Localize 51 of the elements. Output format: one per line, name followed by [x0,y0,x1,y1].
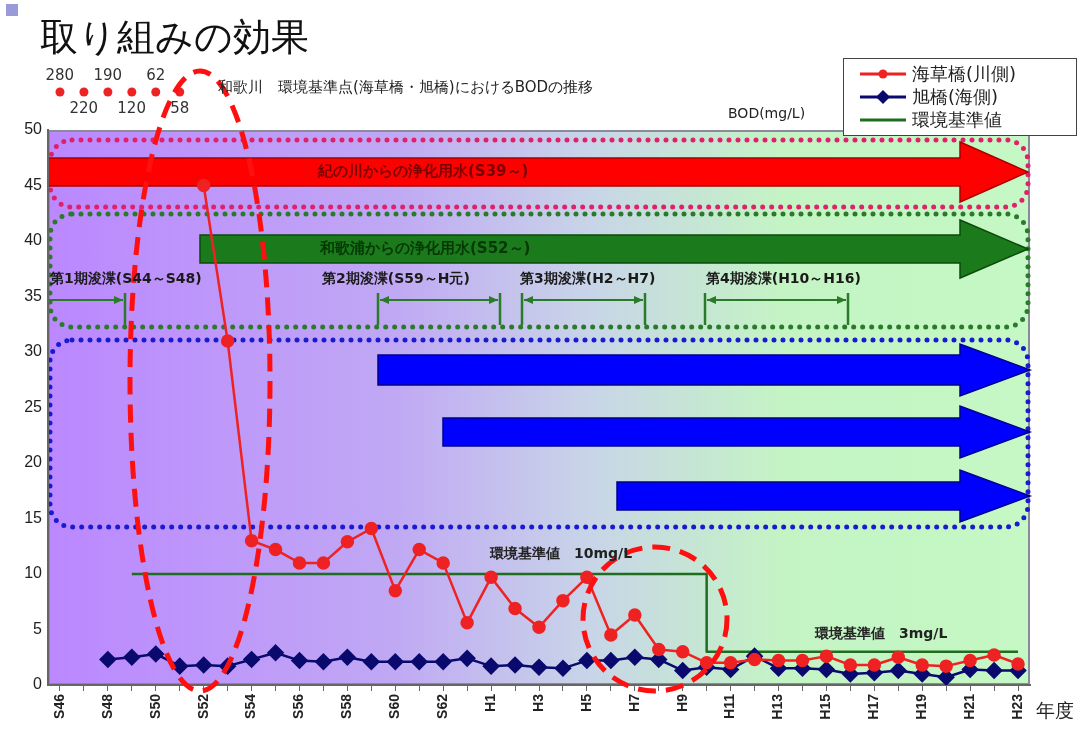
y-tick-label: 25 [24,397,43,415]
x-tick-label: H23 [1008,693,1025,720]
y-tick-label: 10 [24,564,43,582]
x-tick-label: S46 [50,693,67,719]
text: 120 [117,99,146,117]
x-tick-label: S50 [146,693,163,719]
x-tick-label: H21 [960,693,977,720]
x-tick-label: S56 [290,693,307,719]
x-tick-label: S62 [434,693,451,719]
x-tick-label: S48 [98,693,115,719]
x-tick-label: H15 [817,693,834,720]
y-tick-label: 5 [33,619,43,637]
annotation: 環境基準値 10mg/L [490,545,633,562]
x-tick-label: H7 [625,693,642,712]
text: 190 [93,66,123,84]
x-tick-label: S60 [386,693,403,719]
text: 58 [170,99,190,117]
annotation: 第4期浚渫(H10～H16) [706,270,861,286]
y-tick-label: 50 [24,120,43,138]
annotation: 和歌浦からの浄化用水(S52～) [320,239,531,257]
y-tick-label: 20 [24,453,43,471]
annotation: 第3期浚渫(H2～H7) [520,270,656,286]
y-tick-label: 15 [24,508,43,526]
y-axis-title: BOD(mg/L) [728,105,806,121]
x-tick-label: H11 [721,693,738,719]
y-tick-label: 0 [33,675,43,693]
x-tick-label: S52 [194,693,211,719]
chart-title: 取り組みの効果 [40,15,309,59]
legend-label: 旭橋(海側) [912,84,999,109]
text: 62 [146,66,166,84]
y-tick-label: 40 [24,231,43,249]
y-tick-label: 35 [24,286,43,304]
legend-label: 海草橋(川側) [912,61,1017,86]
text: 220 [69,99,99,117]
x-tick-label: S58 [338,693,355,719]
y-tick-label: 45 [24,175,43,193]
annotation: 環境基準値 3mg/L [815,624,948,641]
x-tick-label: H5 [577,693,594,712]
legend-label: 環境基準値 [912,107,1002,132]
annotation: 第2期浚渫(S59～H元) [322,270,470,286]
x-tick-label: H19 [913,693,930,720]
annotation: 紀の川からの浄化用水(S39～) [318,162,529,180]
x-tick-label: H9 [673,693,690,712]
x-tick-label: S54 [242,693,259,719]
x-tick-label: H13 [769,693,786,720]
x-tick-label: H1 [481,693,498,712]
text: 280 [45,66,75,84]
x-tick-label: H17 [865,693,882,720]
y-tick-label: 30 [24,342,43,360]
x-tick-label: H3 [529,693,546,712]
x-axis-title: 年度 [1036,699,1074,721]
